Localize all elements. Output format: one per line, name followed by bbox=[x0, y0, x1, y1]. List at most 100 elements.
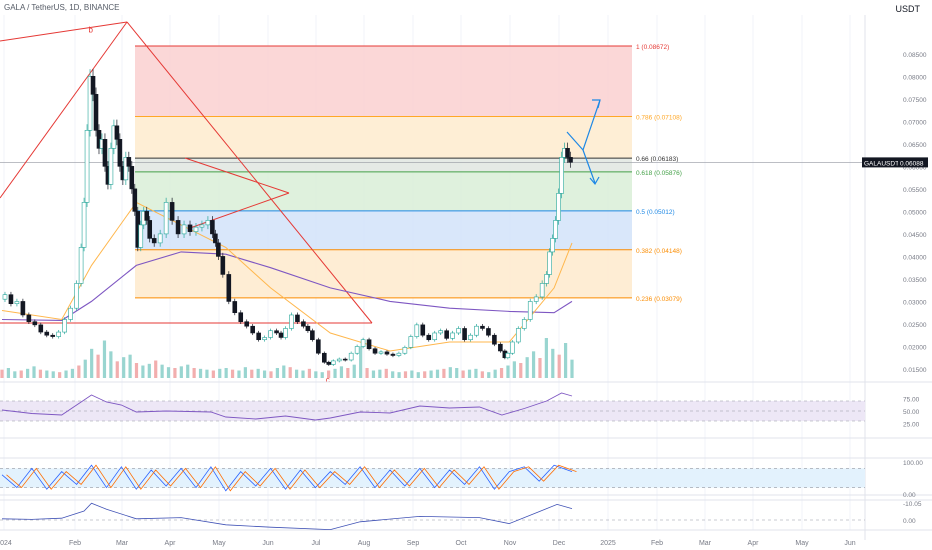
volume-bar-55 bbox=[352, 364, 356, 378]
volume-bar-79 bbox=[506, 365, 510, 378]
candle-body-50 bbox=[216, 242, 221, 257]
candle-body-53 bbox=[232, 301, 238, 314]
candle-body-36 bbox=[144, 211, 150, 221]
candle-body-66 bbox=[305, 325, 311, 332]
fib-zone-5 bbox=[135, 249, 632, 298]
volume-bar-32 bbox=[205, 369, 209, 378]
pattern-line-top bbox=[0, 21, 128, 42]
candle-body-67 bbox=[310, 330, 315, 341]
candle-body-11 bbox=[62, 319, 67, 333]
candle-body-31 bbox=[129, 166, 135, 190]
volume-bar-44 bbox=[282, 365, 286, 378]
candle-body-40 bbox=[163, 202, 169, 235]
candle-body-60 bbox=[274, 330, 279, 334]
candle-body-49 bbox=[213, 233, 218, 244]
candle-body-47 bbox=[205, 220, 211, 226]
candle-body-38 bbox=[151, 238, 157, 244]
x-tick-12: 2025 bbox=[600, 540, 616, 547]
candle-body-101 bbox=[505, 352, 511, 359]
fib-zone-1 bbox=[135, 116, 632, 159]
volume-bar-54 bbox=[346, 368, 350, 378]
candle-body-3 bbox=[14, 301, 20, 304]
volume-bar-28 bbox=[179, 366, 183, 378]
fib-zone-0 bbox=[135, 46, 632, 117]
candle-body-89 bbox=[438, 330, 443, 334]
candle-body-76 bbox=[360, 339, 366, 347]
candle-body-63 bbox=[289, 314, 294, 329]
candle-body-22 bbox=[102, 139, 108, 167]
volume-bar-82 bbox=[525, 357, 529, 378]
fib-label-4: 0.5 (0.05012) bbox=[636, 209, 675, 216]
candle-body-113 bbox=[559, 157, 564, 194]
rsi-line bbox=[1, 392, 573, 421]
rsi-tick-1: 50.00 bbox=[903, 409, 920, 416]
candle-body-84 bbox=[408, 336, 414, 348]
candle-body-103 bbox=[515, 328, 521, 343]
stoch-k-line bbox=[1, 464, 573, 492]
volume-bar-16 bbox=[102, 340, 107, 378]
volume-bar-72 bbox=[461, 370, 465, 378]
candle-body-62 bbox=[283, 328, 288, 338]
volume-bar-67 bbox=[429, 370, 433, 378]
candle-body-34 bbox=[138, 224, 144, 248]
volume-bar-13 bbox=[83, 359, 87, 378]
y-tick-11: 0.03000 bbox=[903, 299, 927, 306]
volume-bar-47 bbox=[301, 370, 305, 378]
x-tick-0: 2024 bbox=[0, 540, 12, 547]
last-price-symbol-box bbox=[862, 157, 898, 168]
candle-body-46 bbox=[199, 224, 205, 228]
volume-bar-14 bbox=[90, 348, 94, 378]
candle-body-29 bbox=[123, 157, 129, 181]
volume-bar-1 bbox=[6, 368, 11, 378]
y-tick-8: 0.04500 bbox=[903, 232, 927, 239]
y-tick-1: 0.08000 bbox=[903, 74, 927, 81]
candle-body-102 bbox=[510, 341, 515, 354]
candle-body-73 bbox=[342, 358, 348, 361]
candle-body-91 bbox=[450, 332, 455, 339]
x-tick-3: Apr bbox=[165, 540, 177, 547]
volume-bar-24 bbox=[154, 360, 158, 378]
candle-body-15 bbox=[81, 202, 87, 248]
pattern-line-down bbox=[126, 21, 373, 324]
projection-arrowhead-up bbox=[592, 99, 601, 109]
volume-bar-43 bbox=[275, 368, 279, 378]
volume-bar-34 bbox=[218, 368, 222, 378]
volume-bar-60 bbox=[384, 368, 388, 378]
fib-label-1: 0.786 (0.07108) bbox=[636, 114, 682, 121]
volume-bar-80 bbox=[512, 361, 516, 378]
y-tick-9: 0.04000 bbox=[903, 254, 927, 261]
volume-bar-5 bbox=[32, 366, 36, 378]
candle-body-43 bbox=[181, 224, 187, 235]
rsi-tick-2: 25.00 bbox=[903, 422, 920, 429]
volume-bar-68 bbox=[435, 369, 440, 378]
x-tick-7: Aug bbox=[358, 540, 371, 547]
candle-body-57 bbox=[256, 332, 261, 341]
fib-label-6: 0.236 (0.03079) bbox=[636, 296, 682, 303]
volume-bar-39 bbox=[250, 369, 254, 378]
volume-bar-27 bbox=[173, 368, 177, 378]
candle-body-83 bbox=[402, 347, 408, 354]
candle-body-108 bbox=[544, 274, 549, 284]
candle-body-64 bbox=[295, 314, 300, 323]
candle-body-105 bbox=[527, 301, 533, 320]
y-tick-5: 0.06000 bbox=[903, 164, 927, 171]
osc3-line bbox=[1, 502, 573, 531]
candle-body-7 bbox=[38, 324, 44, 333]
last-price-value-box bbox=[898, 157, 928, 168]
volume-bar-73 bbox=[467, 369, 472, 378]
volume-bar-41 bbox=[262, 370, 267, 378]
candle-body-79 bbox=[378, 351, 384, 354]
y-tick-7: 0.05000 bbox=[903, 209, 927, 216]
triangle-upper bbox=[184, 157, 290, 194]
candle-body-110 bbox=[550, 238, 555, 253]
candle-body-1 bbox=[2, 294, 8, 300]
volume-bar-46 bbox=[295, 369, 299, 378]
volume-bar-87 bbox=[557, 354, 561, 378]
candle-body-77 bbox=[366, 339, 372, 350]
volume-bar-59 bbox=[378, 369, 382, 378]
volume-bar-23 bbox=[147, 363, 151, 378]
x-tick-13: Feb bbox=[651, 540, 663, 547]
candle-body-78 bbox=[372, 348, 378, 354]
stoch-tick-0: 100.00 bbox=[903, 460, 923, 467]
